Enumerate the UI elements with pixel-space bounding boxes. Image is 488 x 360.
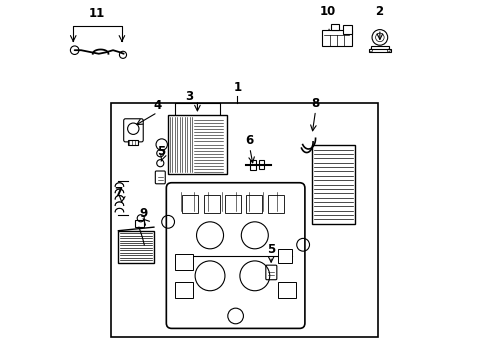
Bar <box>343 24 351 33</box>
Text: 8: 8 <box>311 97 319 110</box>
Bar <box>258 160 264 169</box>
Bar <box>370 46 388 50</box>
Text: 2: 2 <box>375 5 383 18</box>
Text: 10: 10 <box>319 5 335 18</box>
Bar <box>168 115 226 174</box>
Bar <box>224 195 241 213</box>
Bar <box>246 195 262 213</box>
Bar <box>203 195 219 213</box>
Text: 5: 5 <box>266 243 275 256</box>
FancyBboxPatch shape <box>166 183 305 328</box>
Text: 7: 7 <box>114 186 122 199</box>
Text: 6: 6 <box>245 134 253 147</box>
Text: 5: 5 <box>157 145 165 158</box>
FancyBboxPatch shape <box>155 171 165 184</box>
Bar <box>135 220 144 227</box>
Bar <box>175 282 193 298</box>
FancyBboxPatch shape <box>265 265 276 280</box>
Text: 9: 9 <box>139 207 147 220</box>
Bar <box>175 254 193 270</box>
Bar <box>311 145 354 224</box>
Text: 11: 11 <box>89 7 105 21</box>
Bar <box>278 282 295 298</box>
Text: 1: 1 <box>233 81 241 94</box>
Text: 4: 4 <box>153 99 161 112</box>
Bar <box>330 23 338 30</box>
Bar <box>128 140 138 145</box>
Bar <box>321 30 351 46</box>
Bar <box>267 195 283 213</box>
Bar <box>111 103 377 337</box>
Bar <box>249 159 256 170</box>
Bar <box>182 195 198 213</box>
Bar <box>278 249 292 263</box>
FancyBboxPatch shape <box>123 119 143 142</box>
Text: 3: 3 <box>185 90 193 103</box>
Bar <box>118 231 154 263</box>
Bar <box>368 49 390 52</box>
